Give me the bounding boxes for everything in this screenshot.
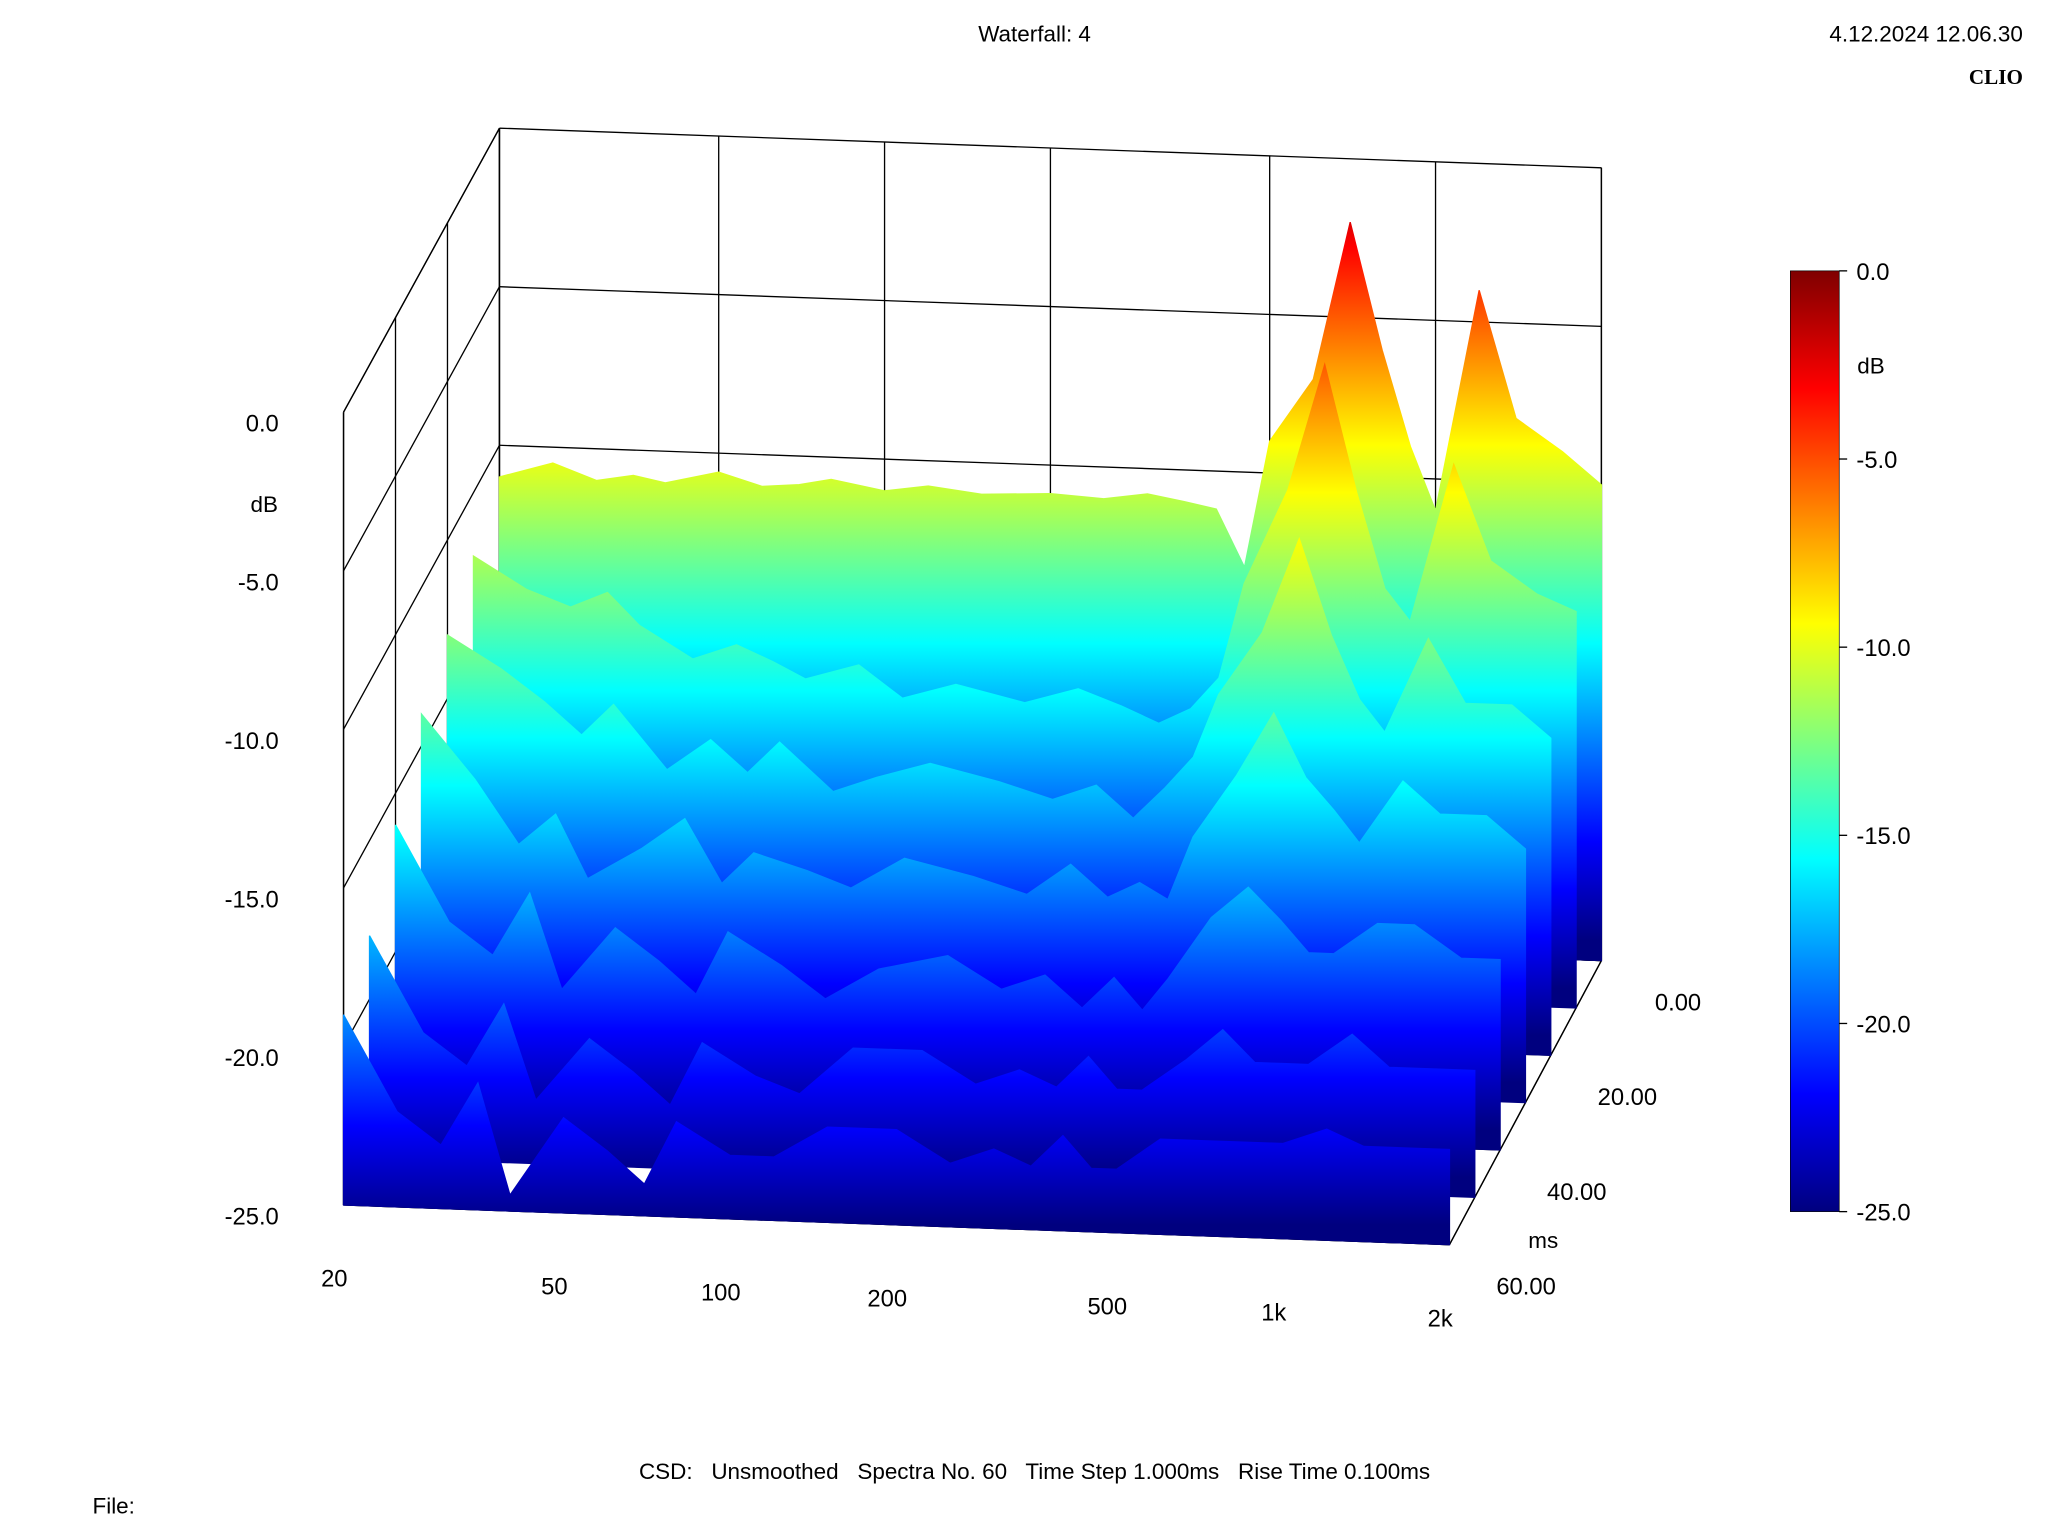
colorbar-tick-label: -10.0 — [1856, 635, 1910, 662]
y-tick-label: -25.0 — [225, 1204, 279, 1231]
z-tick-label: 20.00 — [1598, 1084, 1657, 1111]
footer: CSD: Unsmoothed Spectra No. 60 Time Step… — [639, 1459, 1430, 1484]
y-grid-line — [499, 127, 1602, 169]
x-tick-label: 500 — [1087, 1293, 1127, 1320]
z-tick-label: 60.00 — [1496, 1274, 1555, 1301]
y-grid-line — [499, 286, 1602, 328]
colorbar-tick-label: 0.0 — [1856, 259, 1889, 286]
y-axis-label: dB — [251, 492, 278, 517]
colorbar-tick-label: -5.0 — [1856, 447, 1897, 474]
colorbar-tick-label: -20.0 — [1856, 1011, 1910, 1038]
y-wall-line — [342, 444, 501, 730]
colorbar-tick-label: -15.0 — [1856, 823, 1910, 850]
y-wall-line — [342, 286, 501, 572]
z-tick-label: 0.00 — [1655, 989, 1701, 1016]
spectrum-slice — [368, 935, 1476, 1198]
colorbar-tick-label: -25.0 — [1856, 1200, 1910, 1227]
y-tick-label: -10.0 — [225, 728, 279, 755]
x-tick-label: 2k — [1428, 1305, 1453, 1332]
y-tick-label: -5.0 — [238, 569, 279, 596]
chart-title: Waterfall: 4 — [978, 22, 1091, 47]
x-tick-label: 1k — [1261, 1299, 1286, 1326]
z-tick-label: 40.00 — [1547, 1179, 1606, 1206]
z-axis-label: ms — [1528, 1228, 1558, 1253]
colorbar — [1790, 270, 1840, 1212]
y-tick-label: -20.0 — [225, 1045, 279, 1072]
x-tick-label: 20 — [321, 1266, 347, 1293]
y-wall-line — [342, 127, 501, 413]
y-tick-label: 0.0 — [246, 411, 279, 438]
colorbar-label: dB — [1857, 353, 1884, 378]
x-tick-label: 200 — [867, 1285, 907, 1312]
timestamp: 4.12.2024 12.06.30 — [1829, 22, 2023, 47]
x-tick-label: 100 — [701, 1279, 741, 1306]
spectrum-slice — [342, 1014, 1451, 1246]
file-label: File: — [92, 1494, 134, 1519]
x-tick-label: 50 — [541, 1273, 567, 1300]
y-tick-label: -15.0 — [225, 886, 279, 913]
brand: CLIO — [1969, 65, 2023, 89]
